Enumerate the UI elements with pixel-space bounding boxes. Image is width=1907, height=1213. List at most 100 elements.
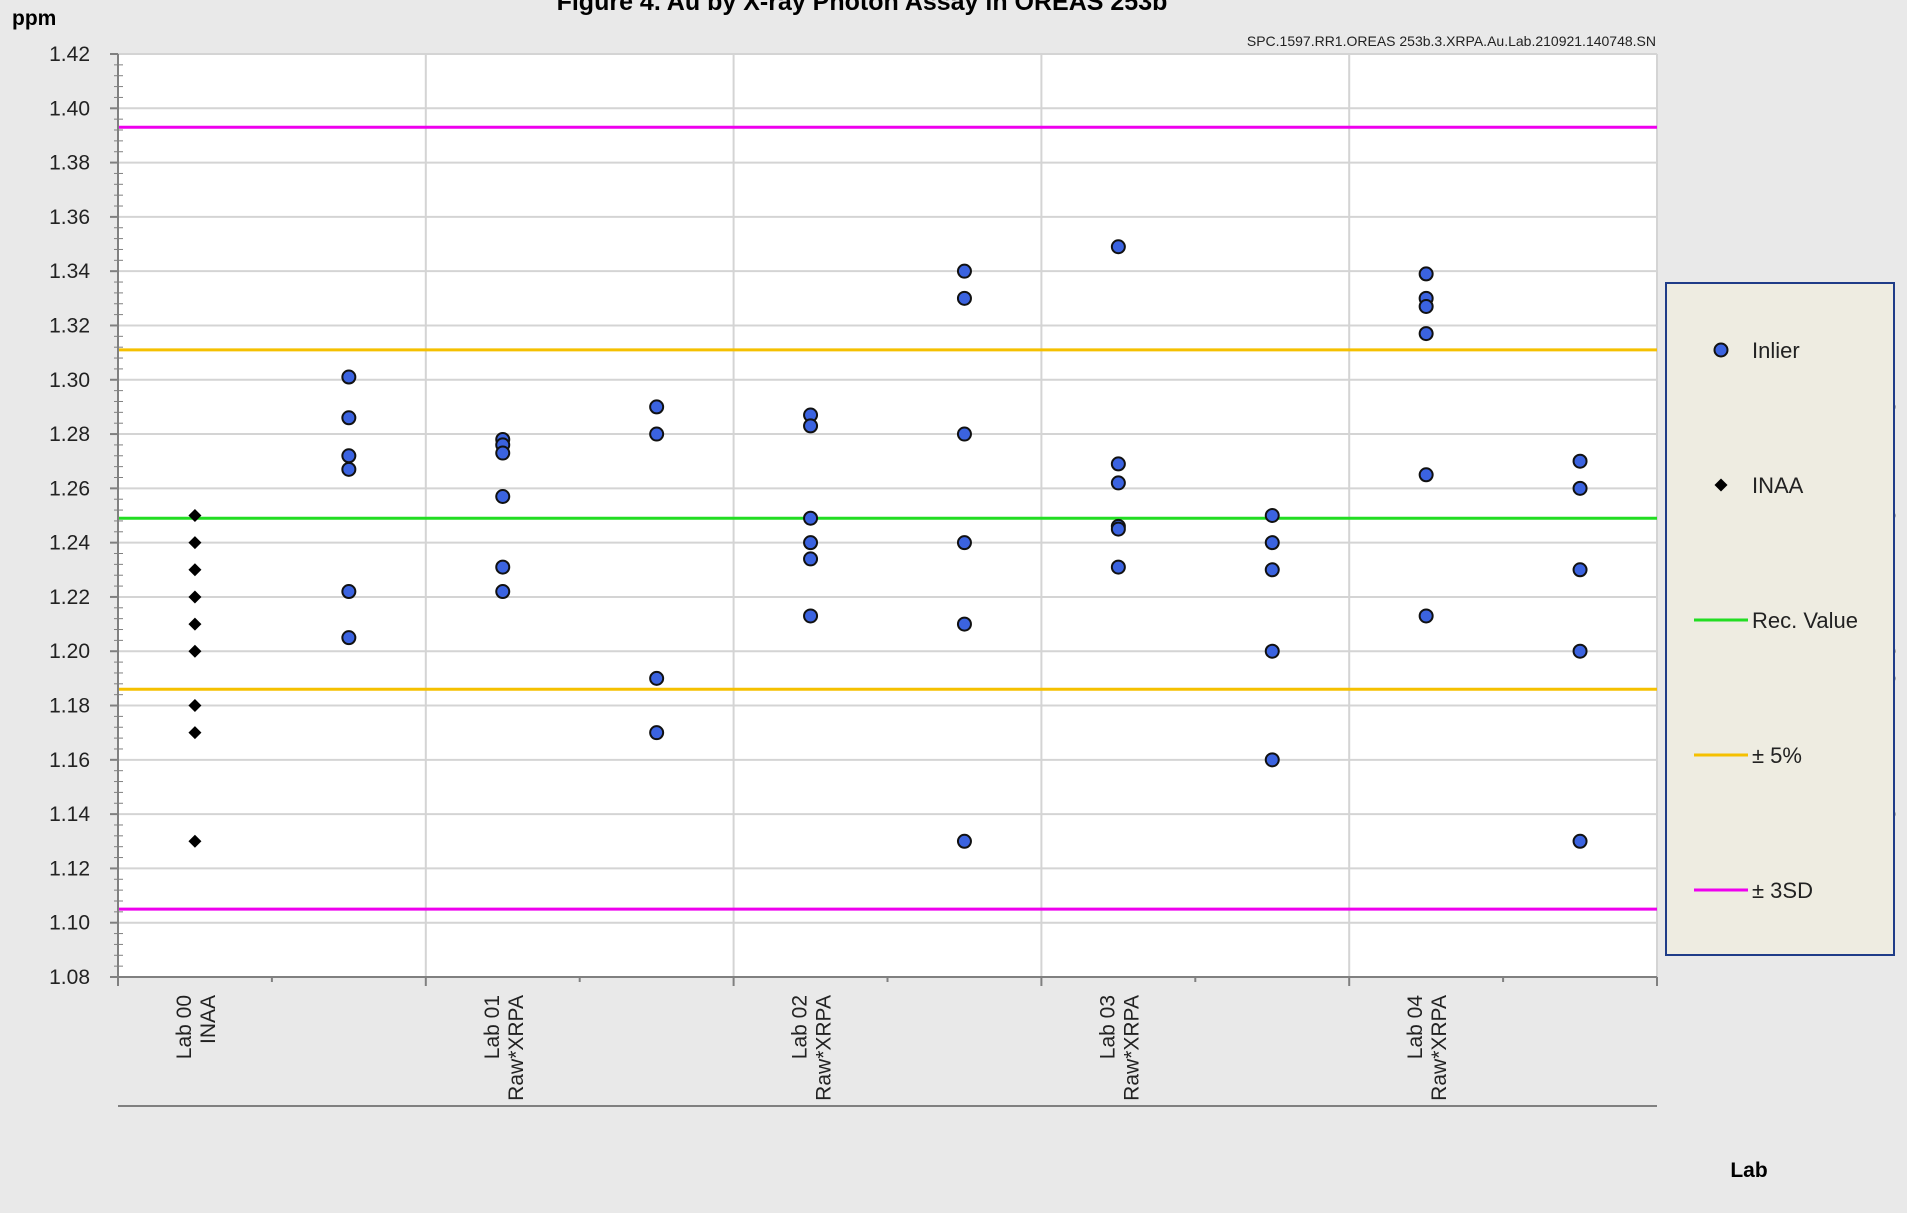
inlier-point — [956, 263, 972, 279]
inaa-point — [188, 590, 202, 604]
inlier-point — [803, 418, 819, 434]
y-tick-label: 1.10 — [49, 912, 90, 935]
legend: Inlier INAA Rec. Value ± 5% ± 3SD — [1694, 338, 1858, 903]
gridlines — [118, 53, 1658, 978]
category-label: Lab 02 Raw*XRPA — [789, 995, 836, 1101]
inlier-point — [1418, 608, 1434, 624]
legend-label: INAA — [1752, 473, 1804, 498]
inaa-point — [188, 726, 202, 740]
y-tick-label: 1.30 — [49, 369, 90, 392]
inlier-point — [956, 290, 972, 306]
chart-title: Figure 4. Au by X-ray Photon Assay in OR… — [557, 0, 1168, 16]
y-tick-label: 1.34 — [49, 260, 90, 283]
category-label-line1: Lab 03 — [1096, 995, 1119, 1059]
y-tick-label: 1.22 — [49, 586, 90, 609]
y-tick-label: 1.36 — [49, 206, 90, 229]
y-tick-label: 1.40 — [49, 97, 90, 120]
category-label-line2: INAA — [197, 995, 220, 1044]
y-tick-label: 1.14 — [49, 803, 90, 826]
inlier-point — [1264, 752, 1280, 768]
legend-item: Inlier — [1713, 338, 1800, 363]
category-label-line1: Lab 04 — [1404, 995, 1427, 1060]
category-label-line1: Lab 00 — [173, 995, 196, 1059]
legend-diamond-marker — [1714, 478, 1728, 492]
inlier-point — [649, 399, 665, 415]
y-tick-label: 1.42 — [49, 43, 90, 66]
inlier-point — [803, 535, 819, 551]
inlier-point — [956, 535, 972, 551]
inlier-point — [1264, 535, 1280, 551]
legend-label: ± 5% — [1752, 743, 1802, 768]
inlier-point — [495, 584, 511, 600]
legend-circle-marker — [1713, 342, 1729, 358]
inlier-point — [649, 670, 665, 686]
inlier-point — [1572, 643, 1588, 659]
inlier-point — [956, 616, 972, 632]
inaa-point — [188, 834, 202, 848]
inlier-point — [1110, 239, 1126, 255]
inlier-point — [803, 510, 819, 526]
y-tick-label: 1.12 — [49, 857, 90, 880]
inlier-point — [1264, 508, 1280, 523]
y-tick-label: 1.24 — [49, 532, 90, 555]
y-tick-label: 1.26 — [49, 477, 90, 500]
inlier-point — [1264, 562, 1280, 578]
category-label-line2: Raw*XRPA — [1428, 995, 1451, 1101]
x-axis-title: Lab — [1730, 1159, 1767, 1182]
inaa-point — [188, 617, 202, 631]
legend-item: ± 3SD — [1694, 878, 1813, 903]
legend-item: ± 5% — [1694, 743, 1802, 768]
legend-item: INAA — [1714, 473, 1804, 498]
inlier-point — [649, 426, 665, 442]
inlier-point — [495, 559, 511, 575]
y-tick-label: 1.18 — [49, 695, 90, 718]
inlier-point — [341, 410, 357, 426]
y-tick-labels: 1.08 1.10 1.12 1.14 1.16 1.18 1.20 1.22 1.24 1.26… — [49, 43, 90, 989]
inlier-point — [1572, 453, 1588, 469]
inlier-point — [803, 608, 819, 624]
inlier-point — [956, 426, 972, 442]
inlier-point — [1418, 326, 1434, 342]
inaa-point — [188, 644, 202, 658]
inlier-point — [341, 369, 357, 385]
inlier-point — [1264, 643, 1280, 659]
inlier-point — [1418, 298, 1434, 314]
y-tick-label: 1.08 — [49, 966, 90, 989]
x-category-labels: Lab 00 INAA Lab 01 Raw*XRPA Lab 02 Raw*XRPA La… — [173, 995, 1451, 1101]
legend-label: Rec. Value — [1752, 608, 1858, 633]
plot-area — [118, 54, 1657, 977]
category-label: Lab 03 Raw*XRPA — [1096, 995, 1143, 1101]
chart-subtitle: SPC.1597.RR1.OREAS 253b.3.XRPA.Au.Lab.21… — [1247, 33, 1656, 49]
inaa-point — [188, 563, 202, 577]
category-label: Lab 01 Raw*XRPA — [481, 995, 528, 1101]
inaa-point — [188, 536, 202, 550]
y-tick-label: 1.38 — [49, 152, 90, 175]
legend-label: Inlier — [1752, 338, 1800, 363]
y-tick-label: 1.20 — [49, 640, 90, 663]
inlier-point — [1110, 559, 1126, 575]
inlier-point — [1572, 480, 1588, 496]
inlier-point — [1572, 833, 1588, 849]
category-label-line1: Lab 01 — [481, 995, 504, 1059]
axes — [110, 53, 1658, 1107]
category-label-line1: Lab 02 — [789, 995, 812, 1059]
category-label-line2: Raw*XRPA — [813, 995, 836, 1101]
inlier-point — [341, 461, 357, 477]
category-label-line2: Raw*XRPA — [1120, 995, 1143, 1101]
inlier-point — [803, 551, 819, 567]
inlier-point — [956, 833, 972, 849]
inlier-point — [341, 448, 357, 464]
inlier-point — [649, 725, 665, 741]
inlier-point — [1418, 467, 1434, 483]
legend-item: Rec. Value — [1694, 608, 1858, 633]
inlier-point — [495, 445, 511, 461]
inaa-point — [188, 699, 202, 713]
legend-label: ± 3SD — [1752, 878, 1813, 903]
inlier-point — [1110, 456, 1126, 472]
inlier-point — [1572, 562, 1588, 578]
inlier-point — [495, 488, 511, 504]
inlier-point — [1110, 521, 1126, 537]
inlier-point — [1418, 266, 1434, 282]
category-label-line2: Raw*XRPA — [505, 995, 528, 1101]
